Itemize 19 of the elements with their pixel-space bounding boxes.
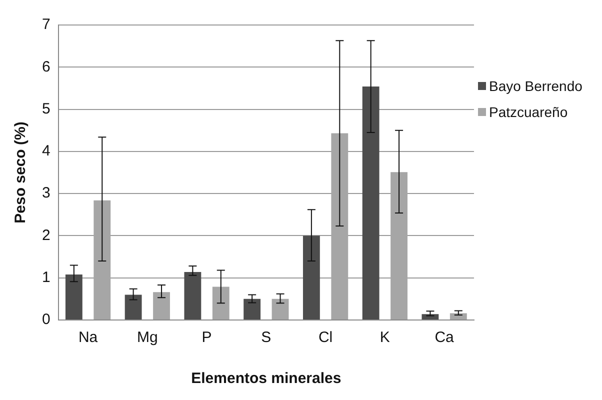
x-tick-label: S bbox=[261, 329, 272, 346]
x-tick-label: K bbox=[380, 329, 390, 346]
x-axis-title: Elementos minerales bbox=[191, 370, 342, 388]
y-tick-label: 3 bbox=[42, 184, 50, 202]
x-tick-label: Na bbox=[78, 329, 98, 346]
y-tick-label: 2 bbox=[42, 226, 50, 244]
x-tick-label: Cl bbox=[318, 329, 333, 346]
y-tick-label: 0 bbox=[42, 311, 50, 328]
y-tick-label: 6 bbox=[42, 58, 50, 76]
x-tick-label: Mg bbox=[136, 329, 158, 346]
x-tick-label: P bbox=[202, 329, 212, 346]
y-tick-label: 1 bbox=[42, 269, 50, 286]
y-tick-label: 4 bbox=[42, 142, 50, 160]
y-tick-label: 5 bbox=[42, 100, 50, 118]
y-tick-label: 7 bbox=[42, 16, 50, 34]
legend-label: Patzcuareño bbox=[489, 104, 568, 120]
x-tick-label: Ca bbox=[434, 329, 455, 346]
y-axis-title: Peso seco (%) bbox=[12, 122, 30, 224]
legend-label: Bayo Berrendo bbox=[489, 78, 582, 94]
